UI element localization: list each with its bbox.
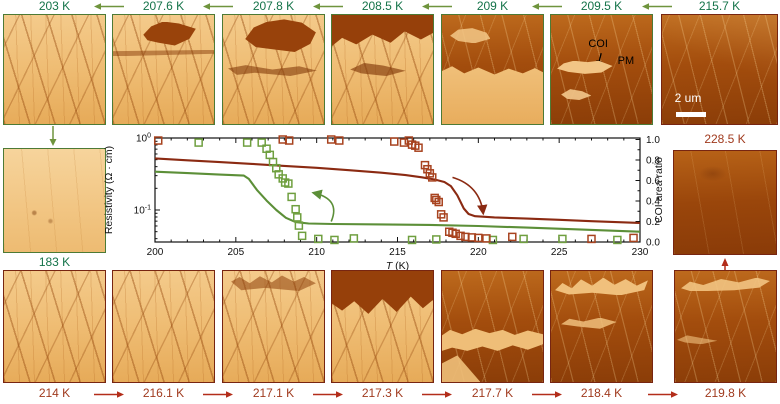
left-axis-title: Resistivity (Ω · cm) — [103, 146, 115, 234]
temp-label-cooling-7: 215.7 K — [698, 0, 741, 13]
afm-image-214K — [3, 270, 106, 383]
temp-label-heating-7: 219.8 K — [704, 386, 747, 400]
pm-label: PM — [617, 55, 635, 68]
afm-image-216.1K — [112, 270, 215, 383]
svg-text:0.0: 0.0 — [646, 238, 660, 249]
afm-image-209.5K: COI PM — [550, 14, 653, 125]
svg-text:210: 210 — [308, 247, 325, 258]
svg-text:1.0: 1.0 — [646, 135, 660, 146]
heating-arrow-icon — [648, 391, 678, 398]
chart-frame: 200 205 210 215 220 225 230 100 10-1 0.0 0.2 0.4 0.6… — [134, 133, 661, 259]
coi-label: COI — [588, 37, 608, 50]
temp-label-heating-2: 216.1 K — [142, 386, 185, 400]
scale-bar-label: 2 um — [674, 91, 702, 106]
cooling-arrow-icon — [94, 3, 124, 10]
svg-text:0.4: 0.4 — [646, 197, 660, 208]
afm-image-207.8K — [222, 14, 325, 125]
svg-text:0.8: 0.8 — [646, 156, 660, 167]
svg-text:225: 225 — [551, 247, 568, 258]
right-axis-title: COI area ratio — [653, 157, 665, 223]
temp-label-cooled-end: 183 K — [38, 255, 71, 269]
svg-text:100: 100 — [136, 133, 151, 145]
temp-label-cooling-5: 209 K — [476, 0, 509, 13]
temp-label-heating-3: 217.1 K — [252, 386, 295, 400]
afm-image-208.5K — [331, 14, 434, 125]
afm-image-183K — [3, 148, 106, 253]
cooling-arrow-icon — [422, 3, 452, 10]
temp-label-heated-end: 228.5 K — [704, 132, 746, 146]
afm-image-203K — [3, 14, 106, 125]
afm-image-207.6K — [112, 14, 215, 125]
series-coi_area_ratio_heating — [153, 135, 638, 244]
afm-image-217.3K — [331, 270, 434, 383]
svg-text:10-1: 10-1 — [134, 205, 151, 217]
afm-image-217.7K — [441, 270, 544, 383]
afm-image-215.7K: 2 um — [661, 14, 778, 125]
series-resistivity_heating — [154, 157, 641, 225]
temp-label-cooling-2: 207.6 K — [142, 0, 185, 13]
cooling-arrow-icon — [203, 3, 233, 10]
svg-text:200: 200 — [147, 247, 164, 258]
temp-label-heating-1: 214 K — [38, 386, 71, 400]
cooling-down-arrow-icon — [49, 126, 57, 146]
heating-arrow-icon — [94, 391, 124, 398]
temp-label-heating-4: 217.3 K — [361, 386, 404, 400]
temp-label-cooling-4: 208.5 K — [361, 0, 404, 13]
x-axis-title: T (K) — [386, 260, 409, 272]
heating-direction-arrow — [452, 176, 488, 216]
afm-image-228.5K — [673, 150, 777, 255]
scale-bar — [675, 112, 706, 117]
temp-label-cooling-6: 209.5 K — [580, 0, 623, 13]
temp-label-cooling-3: 207.8 K — [252, 0, 295, 13]
svg-text:215: 215 — [389, 247, 406, 258]
afm-image-219.8K — [674, 270, 777, 383]
svg-text:0.2: 0.2 — [646, 217, 660, 228]
heating-arrow-icon — [532, 391, 562, 398]
heating-arrow-icon — [313, 391, 343, 398]
temp-label-cooling-1: 203 K — [38, 0, 71, 13]
series-coi_area_ratio_cooling — [194, 138, 622, 245]
series-resistivity_cooling — [154, 170, 641, 233]
coi-pointer-arrow-icon — [596, 53, 603, 67]
svg-text:220: 220 — [470, 247, 487, 258]
svg-text:205: 205 — [227, 247, 244, 258]
hysteresis-chart-svg: 200 205 210 215 220 225 230 100 10-1 0.0 0.2 0.4 0.6… — [103, 133, 665, 273]
heating-arrow-icon — [422, 391, 452, 398]
heating-arrow-icon — [203, 391, 233, 398]
afm-image-217.1K — [222, 270, 325, 383]
afm-image-209K — [441, 14, 544, 125]
afm-image-218.4K — [550, 270, 653, 383]
cooling-arrow-icon — [642, 3, 672, 10]
svg-text:230: 230 — [632, 247, 649, 258]
cooling-direction-arrow — [311, 189, 335, 222]
temp-label-heating-5: 217.7 K — [471, 386, 514, 400]
svg-text:0.6: 0.6 — [646, 176, 660, 187]
temp-label-heating-6: 218.4 K — [580, 386, 623, 400]
cooling-arrow-icon — [313, 3, 343, 10]
hysteresis-chart: 200 205 210 215 220 225 230 100 10-1 0.0 0.2 0.4 0.6… — [100, 126, 672, 274]
cooling-arrow-icon — [532, 3, 562, 10]
